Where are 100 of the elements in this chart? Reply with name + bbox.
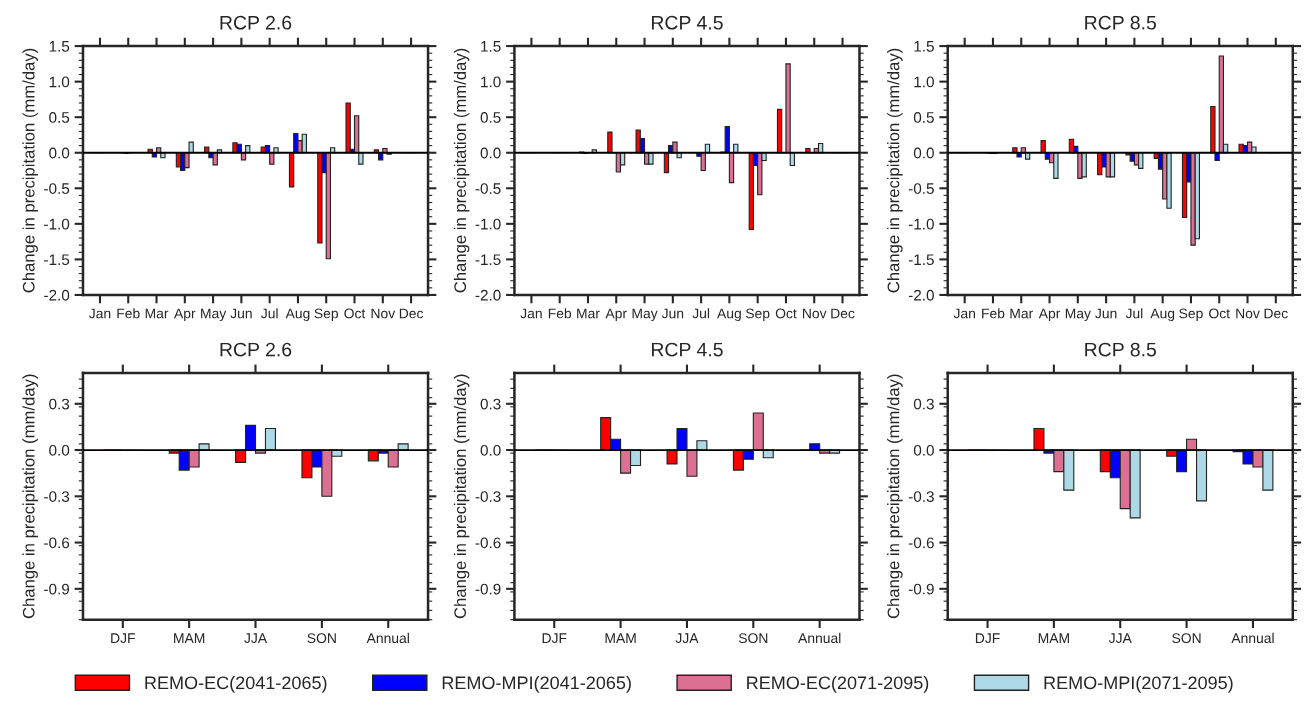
x-tick-label: Dec	[1264, 308, 1288, 319]
y-tick-label: -1.5	[908, 254, 934, 266]
y-tick-label: -0.6	[44, 537, 70, 549]
x-tick-label: Oct	[775, 308, 797, 319]
y-tick-label: -2.0	[908, 289, 934, 301]
legend-label: REMO-MPI(2071-2095)	[1044, 675, 1233, 693]
y-tick-label: -0.3	[475, 491, 501, 502]
y-tick-label: -0.9	[44, 583, 70, 595]
y-tick-label: -1.5	[475, 254, 501, 266]
x-tick-label: Feb	[982, 308, 1005, 319]
x-tick-label: Feb	[548, 308, 572, 319]
x-tick-label: Nov	[1236, 308, 1260, 319]
chart-title: RCP 4.5	[651, 342, 723, 357]
y-tick-label: 1.5	[914, 41, 934, 52]
y-tick-label: 0.5	[913, 112, 934, 123]
chart-title: RCP 4.5	[651, 15, 723, 30]
x-tick-label: Jan	[520, 308, 542, 319]
y-tick-label: 1.5	[49, 41, 70, 52]
y-tick-label: -1.5	[44, 254, 70, 266]
x-tick-label: Apr	[174, 308, 196, 322]
y-tick-label: -0.5	[44, 183, 70, 194]
y-tick-label: -0.9	[475, 583, 501, 595]
x-tick-label: MAM	[174, 633, 205, 643]
y-tick-label: 0.0	[913, 147, 934, 159]
y-tick-label: -1.0	[475, 218, 501, 230]
x-tick-label: Mar	[145, 308, 169, 319]
x-tick-label: Nov	[803, 308, 827, 319]
y-axis-title: Change in precipitation (mm/day)	[453, 374, 470, 619]
x-tick-label: Jan	[953, 308, 975, 319]
y-tick-label: 0.3	[480, 398, 501, 410]
x-tick-label: Aug	[717, 308, 741, 322]
y-axis-title: Change in precipitation (mm/day)	[887, 48, 903, 293]
x-tick-label: Annual	[1231, 632, 1274, 644]
y-tick-label: 0.3	[913, 398, 934, 410]
legend-label: REMO-MPI(2041-2065)	[442, 675, 631, 693]
chart-title: RCP 2.6	[220, 15, 292, 30]
y-tick-label: 0.0	[480, 444, 501, 456]
y-tick-label: -1.0	[44, 218, 70, 230]
legend-label: REMO-EC(2071-2095)	[747, 675, 929, 693]
x-tick-label: Nov	[371, 308, 396, 319]
y-tick-label: 1.0	[49, 76, 70, 88]
x-tick-label: Sep	[1179, 308, 1203, 322]
x-tick-label: Dec	[399, 308, 424, 319]
y-tick-label: -2.0	[475, 289, 501, 301]
legend-label: REMO-EC(2041-2065)	[145, 675, 327, 693]
x-tick-label: Oct	[344, 308, 366, 319]
x-tick-label: JJA	[1108, 633, 1132, 644]
x-tick-label: Aug	[285, 308, 310, 322]
x-tick-label: DJF	[542, 633, 567, 644]
x-tick-label: SON	[1172, 633, 1201, 644]
y-tick-label: 0.5	[49, 112, 70, 123]
y-axis-title: Change in precipitation (mm/day)	[453, 48, 470, 293]
y-axis-title: Change in precipitation (mm/day)	[22, 48, 38, 293]
y-axis-title: Change in precipitation (mm/day)	[887, 374, 903, 619]
y-tick-label: 1.5	[481, 41, 501, 52]
y-tick-label: 1.0	[914, 76, 934, 88]
x-tick-label: MAM	[1038, 633, 1069, 643]
y-tick-label: 1.0	[481, 76, 501, 88]
x-tick-label: Oct	[1209, 308, 1230, 319]
x-tick-label: Sep	[745, 308, 770, 322]
chart-title: RCP 8.5	[1085, 342, 1156, 357]
y-tick-label: -1.0	[908, 218, 934, 230]
x-tick-label: Aug	[1150, 308, 1175, 322]
x-tick-label: Dec	[831, 308, 855, 319]
x-tick-label: Apr	[605, 308, 627, 322]
x-tick-label: Jul	[692, 308, 710, 319]
x-tick-label: Jul	[261, 308, 278, 319]
y-tick-label: -0.3	[908, 491, 934, 502]
y-tick-label: 0.3	[49, 398, 70, 410]
y-tick-label: -0.5	[475, 183, 501, 194]
x-tick-label: Feb	[117, 308, 140, 319]
x-tick-label: MAM	[605, 633, 636, 643]
y-tick-label: -0.6	[475, 537, 501, 549]
y-tick-label: 0.5	[480, 112, 501, 123]
y-tick-label: -2.0	[44, 289, 70, 301]
x-tick-label: Apr	[1038, 308, 1061, 322]
y-tick-label: 0.0	[49, 147, 70, 159]
x-tick-label: May	[1065, 308, 1091, 322]
x-tick-label: SON	[307, 633, 336, 644]
y-tick-label: 0.0	[480, 147, 501, 159]
x-tick-label: Annual	[798, 632, 841, 644]
x-tick-label: Jan	[88, 308, 111, 319]
x-tick-label: Jul	[1125, 308, 1143, 319]
x-tick-label: May	[201, 308, 227, 322]
x-tick-label: DJF	[111, 633, 135, 644]
x-tick-label: Mar	[1010, 308, 1033, 319]
x-tick-label: DJF	[975, 633, 1000, 644]
x-tick-label: SON	[738, 633, 768, 644]
chart-title: RCP 8.5	[1085, 15, 1156, 30]
x-tick-label: Jun	[230, 308, 252, 319]
y-axis-title: Change in precipitation (mm/day)	[22, 374, 38, 619]
chart-title: RCP 2.6	[220, 342, 292, 357]
x-tick-label: Sep	[314, 308, 338, 322]
y-tick-label: -0.5	[908, 183, 934, 194]
y-tick-label: 0.0	[913, 444, 934, 456]
y-tick-label: -0.3	[44, 491, 70, 502]
x-tick-label: Jun	[1095, 308, 1117, 319]
x-tick-label: JJA	[675, 633, 699, 644]
y-tick-label: -0.6	[908, 537, 934, 549]
y-tick-label: 0.0	[49, 444, 70, 456]
